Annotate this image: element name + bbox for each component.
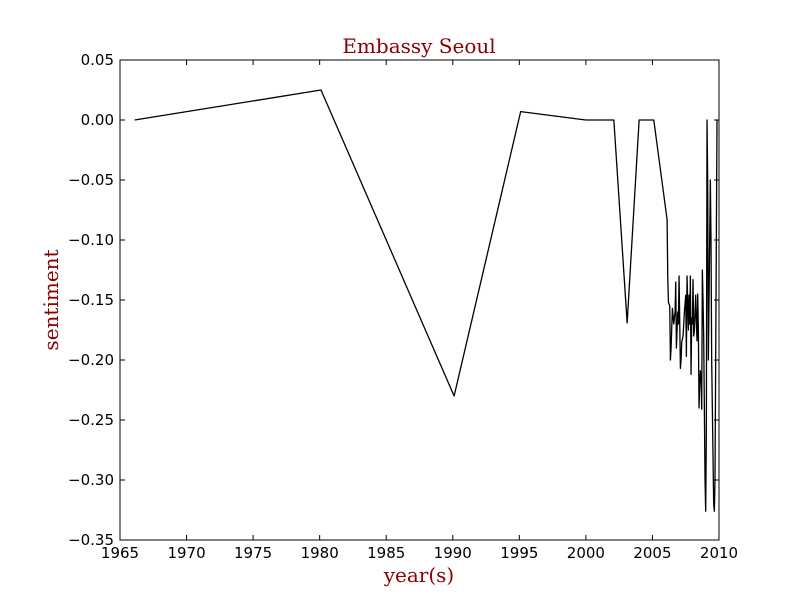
x-tick-label: 1995 xyxy=(500,544,538,562)
y-tick-label: −0.35 xyxy=(68,531,114,549)
y-tick-label: 0.05 xyxy=(81,51,114,69)
x-tick-label: 1990 xyxy=(434,544,472,562)
x-tick-label: 1970 xyxy=(167,544,205,562)
y-tick-label: −0.05 xyxy=(68,171,114,189)
y-axis-label: sentiment xyxy=(39,249,63,350)
y-tick-label: −0.15 xyxy=(68,291,114,309)
y-tick-label: −0.30 xyxy=(68,471,114,489)
y-axis: 0.05 0.00 −0.05 −0.10 −0.15 −0.20 −0.25 −0.30 −0… xyxy=(68,51,719,549)
x-tick-label: 1980 xyxy=(301,544,339,562)
x-axis: 1965 1970 1975 1980 1985 1990 1995 2000 2005 2010 xyxy=(101,60,738,562)
x-tick-label: 1975 xyxy=(234,544,272,562)
x-tick-label: 2005 xyxy=(633,544,671,562)
y-tick-label: −0.25 xyxy=(68,411,114,429)
x-tick-label: 2000 xyxy=(567,544,605,562)
plot-area xyxy=(119,59,720,541)
x-tick-label: 1985 xyxy=(367,544,405,562)
x-tick-label: 1965 xyxy=(101,544,139,562)
plot-frame xyxy=(119,59,720,541)
x-axis-label: year(s) xyxy=(383,563,455,587)
x-tick-label: 2010 xyxy=(700,544,738,562)
chart-title: Embassy Seoul xyxy=(342,34,495,58)
series-line xyxy=(134,89,718,512)
y-tick-label: 0.00 xyxy=(81,111,114,129)
y-tick-label: −0.10 xyxy=(68,231,114,249)
y-tick-label: −0.20 xyxy=(68,351,114,369)
